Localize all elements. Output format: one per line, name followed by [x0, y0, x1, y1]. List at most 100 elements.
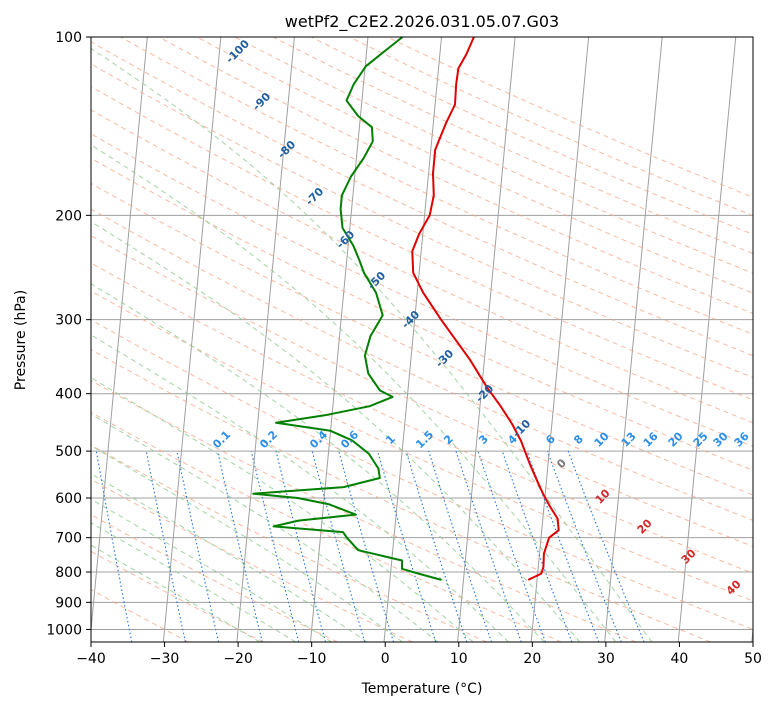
isotherm-line	[162, 37, 222, 642]
y-tick-label: 700	[55, 531, 82, 547]
x-tick-label: 30	[597, 651, 615, 667]
mixing-ratio-label: 36	[732, 429, 752, 449]
mixing-ratio-label: 13	[619, 430, 639, 450]
moist-adiabat-line	[91, 334, 509, 642]
mixing-ratio-line	[428, 450, 493, 642]
dry-adiabat-line	[91, 478, 413, 642]
dry-adiabat-line	[272, 37, 753, 255]
x-tick-label: −20	[223, 651, 253, 667]
dry-adiabat-line	[91, 63, 753, 379]
moist-adiabat-line	[91, 445, 403, 642]
mixing-ratio-line	[275, 450, 327, 642]
dry-adiabat-label: -50	[365, 269, 388, 292]
background-lines	[91, 37, 753, 642]
mixing-ratio-label: 0.1	[210, 428, 233, 451]
dry-adiabat-line	[91, 290, 753, 602]
x-axis-label: Temperature (°C)	[361, 681, 483, 697]
mixing-ratio-line	[376, 450, 437, 642]
moist-adiabat-line	[91, 283, 545, 642]
dry-adiabat-line	[91, 86, 753, 401]
dry-adiabat-line	[91, 319, 753, 630]
y-axis: 100 200 300 400 500 600 700 800 900 1000	[46, 30, 91, 638]
moist-adiabat-label: 20	[635, 516, 655, 536]
y-tick-label: 600	[55, 491, 82, 507]
dry-adiabat-line	[91, 444, 488, 642]
mixing-ratio-line	[217, 450, 263, 642]
dry-adiabat-line	[91, 157, 753, 471]
dry-adiabat-line	[91, 133, 753, 447]
mixing-ratio-line	[145, 450, 186, 642]
mixing-ratio-line	[176, 450, 220, 642]
dry-adiabat-label: -70	[303, 185, 326, 208]
y-tick-label: 100	[55, 30, 82, 46]
dry-adiabat-label: -40	[399, 308, 422, 331]
dry-adiabat-label: -80	[275, 138, 298, 161]
isotherm-line	[530, 37, 590, 642]
mixing-ratio-label: 25	[691, 430, 711, 450]
y-tick-label: 300	[55, 313, 82, 329]
moist-adiabat-label: 30	[679, 546, 699, 566]
y-tick-label: 800	[55, 565, 82, 581]
dry-adiabat-line	[158, 37, 753, 314]
mixing-ratio-label: 8	[571, 432, 586, 447]
dry-adiabat-line	[120, 37, 753, 335]
isotherm-line	[751, 624, 753, 642]
mixing-ratio-label: 0.4	[307, 428, 330, 451]
dry-adiabat-line	[91, 349, 711, 642]
x-tick-label: −40	[76, 651, 106, 667]
isotherm-line	[604, 37, 663, 642]
temperature-profile-line	[411, 37, 560, 581]
moist-adiabat-label: 0	[554, 456, 569, 471]
dry-adiabat-label: -90	[250, 90, 273, 113]
dry-adiabat-line	[91, 411, 562, 642]
isotherm-line	[457, 37, 516, 642]
mixing-ratio-label: 1.5	[413, 428, 436, 451]
moist-adiabat-label: 10	[593, 486, 613, 506]
y-tick-label: 1000	[46, 622, 82, 638]
y-tick-label: 900	[55, 595, 82, 611]
isotherm-line	[677, 37, 737, 642]
y-tick-label: 500	[55, 444, 82, 460]
x-tick-label: −10	[297, 651, 327, 667]
x-tick-label: 10	[450, 651, 468, 667]
moist-adiabat-line	[91, 47, 653, 642]
mixing-ratio-label: 3	[476, 432, 491, 447]
dry-adiabat-line	[91, 550, 264, 642]
moist-adiabat-line	[91, 144, 617, 642]
x-tick-label: 50	[744, 651, 762, 667]
mixing-ratio-label: 0.2	[257, 428, 280, 451]
chart-title: wetPf2_C2E2.2026.031.05.07.G03	[285, 12, 559, 32]
mixing-ratio-line	[311, 450, 366, 642]
moist-adiabat-line	[91, 377, 474, 642]
x-tick-label: 40	[671, 651, 689, 667]
mixing-ratio-label: 0.6	[338, 428, 361, 451]
moist-adiabat-line	[91, 221, 581, 642]
dry-adiabat-label: -30	[433, 347, 456, 370]
mixing-ratio-line	[567, 450, 645, 642]
x-axis: −40 −30 −20 −10 0 10 20 30 40 50	[76, 642, 762, 667]
mixing-ratio-line	[95, 451, 133, 642]
dry-adiabat-line	[91, 379, 637, 642]
mixing-ratio-line	[546, 450, 622, 642]
plot-frame	[90, 36, 754, 643]
mixing-ratio-line	[405, 450, 468, 642]
mixing-ratio-line	[338, 450, 395, 642]
dry-adiabat-line	[196, 37, 753, 294]
dry-adiabat-line	[91, 262, 753, 574]
isotherm-line	[91, 37, 148, 635]
mixing-ratio-line	[455, 450, 522, 642]
mixing-ratio-label: 30	[711, 429, 731, 449]
mixing-ratio-label: 1	[383, 432, 398, 447]
moist-adiabat-line	[91, 544, 260, 642]
mixing-ratio-label: 16	[641, 429, 661, 449]
dry-adiabat-line	[91, 182, 753, 496]
mixing-ratio-line	[501, 450, 573, 642]
isotherm-line	[236, 37, 295, 642]
moist-adiabat-line	[91, 522, 296, 642]
moist-adiabat-label: 40	[724, 577, 744, 597]
dry-adiabat-line	[91, 208, 753, 521]
dry-adiabat-line	[91, 235, 753, 548]
mixing-ratio-label: 10	[592, 429, 612, 449]
x-tick-label: 20	[523, 651, 541, 667]
